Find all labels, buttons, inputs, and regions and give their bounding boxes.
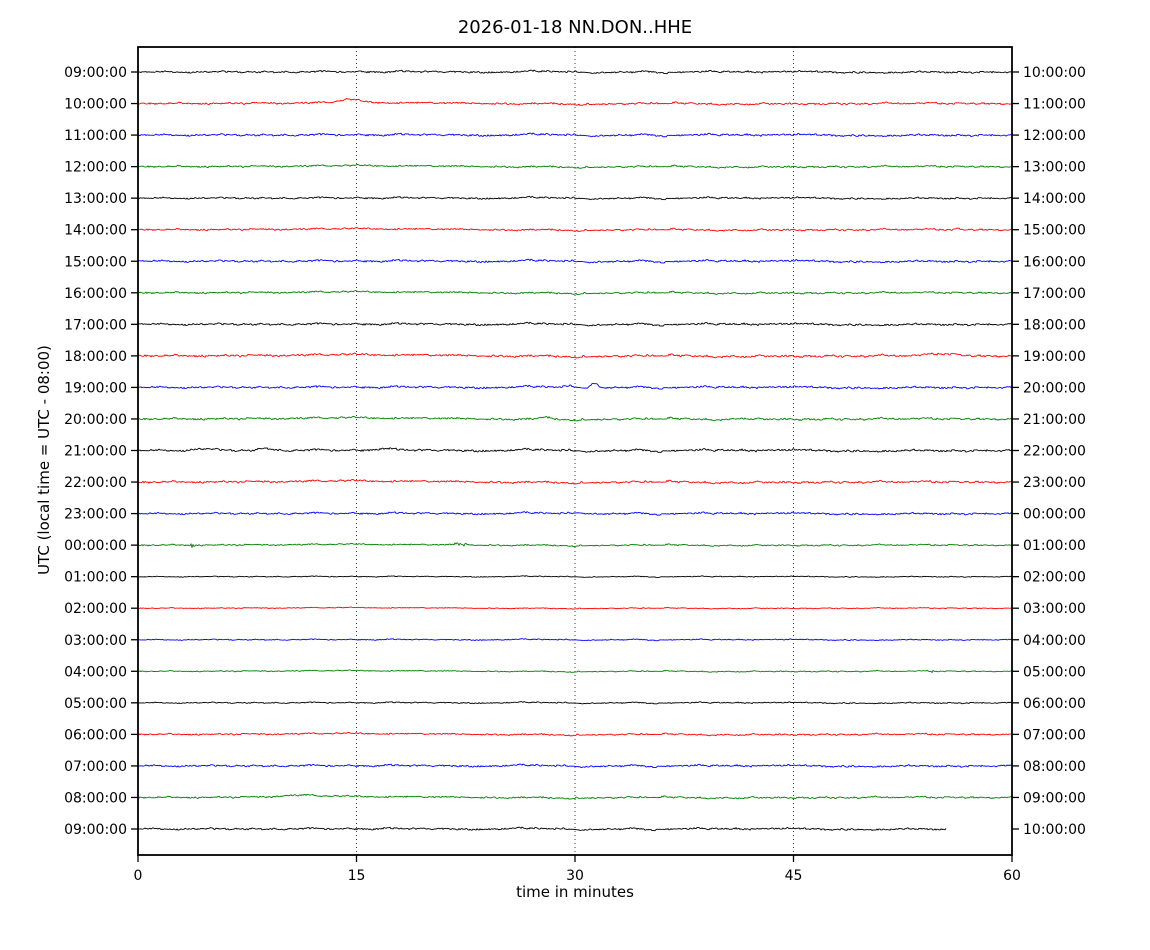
y-tick-label-right: 01:00:00 [1023,538,1086,554]
y-tick-label-right: 02:00:00 [1023,570,1086,586]
x-tick-label: 60 [1003,868,1021,884]
trace-row-10:00:00 [137,98,1013,106]
x-axis-label: time in minutes [516,883,634,901]
trace-row-17:00:00 [137,321,1013,327]
trace-row-07:00:00 [137,763,1013,768]
y-tick-label-right: 18:00:00 [1023,317,1086,333]
trace-row-18:00:00 [137,352,1013,359]
trace-row-22:00:00 [137,479,1013,485]
y-tick-label-right: 03:00:00 [1023,601,1086,617]
trace-row-01:00:00 [137,575,1013,578]
y-tick-label-left: 12:00:00 [64,160,127,176]
trace-row-04:00:00 [137,669,1013,674]
y-tick-label-right: 12:00:00 [1023,128,1086,144]
y-tick-label-left: 09:00:00 [64,822,127,838]
plot-frame [137,46,1013,856]
trace-row-03:00:00 [137,638,1013,642]
x-tick-label: 45 [785,868,803,884]
y-tick-label-left: 10:00:00 [64,97,127,113]
chart-title: 2026-01-18 NN.DON..HHE [457,17,693,38]
y-tick-label-left: 18:00:00 [64,349,127,365]
y-tick-label-right: 19:00:00 [1023,349,1086,365]
y-tick-label-left: 13:00:00 [64,191,127,207]
x-tick-label: 0 [134,868,143,884]
y-tick-label-right: 09:00:00 [1023,790,1086,806]
trace-row-13:00:00 [137,195,1013,201]
trace-row-11:00:00 [137,132,1013,138]
y-tick-label-left: 15:00:00 [64,254,127,270]
y-tick-label-right: 21:00:00 [1023,412,1086,428]
y-tick-label-left: 02:00:00 [64,601,127,617]
trace-row-23:00:00 [137,511,1013,516]
y-tick-label-left: 21:00:00 [64,444,127,460]
y-tick-label-left: 08:00:00 [64,790,127,806]
trace-row-20:00:00 [137,415,1013,422]
trace-row-12:00:00 [137,163,1013,169]
trace-row-09:00:00 [137,826,947,832]
y-tick-label-right: 17:00:00 [1023,286,1086,302]
y-tick-label-right: 04:00:00 [1023,633,1086,649]
y-tick-label-right: 06:00:00 [1023,696,1086,712]
y-tick-label-left: 20:00:00 [64,412,127,428]
y-tick-label-left: 09:00:00 [64,65,127,81]
y-tick-label-left: 14:00:00 [64,223,127,239]
x-tick-label: 30 [566,868,584,884]
y-tick-label-left: 16:00:00 [64,286,127,302]
y-tick-label-right: 10:00:00 [1023,822,1086,838]
trace-row-14:00:00 [137,227,1013,232]
trace-row-09:00:00 [137,69,1013,75]
y-tick-label-right: 00:00:00 [1023,507,1086,523]
y-tick-label-right: 07:00:00 [1023,727,1086,743]
y-tick-label-right: 10:00:00 [1023,65,1086,81]
y-tick-label-left: 11:00:00 [64,128,127,144]
trace-row-02:00:00 [137,606,1013,610]
y-tick-label-left: 01:00:00 [64,570,127,586]
y-tick-label-right: 23:00:00 [1023,475,1086,491]
y-tick-label-right: 15:00:00 [1023,223,1086,239]
y-tick-label-right: 16:00:00 [1023,254,1086,270]
y-tick-label-left: 17:00:00 [64,317,127,333]
y-tick-label-left: 06:00:00 [64,727,127,743]
trace-row-21:00:00 [137,447,1013,453]
y-tick-label-right: 13:00:00 [1023,160,1086,176]
trace-row-16:00:00 [137,290,1013,295]
trace-row-05:00:00 [137,701,1013,705]
trace-row-06:00:00 [137,731,1013,737]
x-tick-label: 15 [348,868,366,884]
y-tick-label-right: 05:00:00 [1023,664,1086,680]
y-tick-label-right: 11:00:00 [1023,97,1086,113]
y-tick-label-right: 08:00:00 [1023,759,1086,775]
trace-row-19:00:00 [137,382,1013,390]
y-tick-label-left: 00:00:00 [64,538,127,554]
trace-row-08:00:00 [137,793,1013,800]
y-tick-label-left: 07:00:00 [64,759,127,775]
y-tick-label-left: 23:00:00 [64,507,127,523]
y-tick-label-right: 20:00:00 [1023,380,1086,396]
y-tick-label-left: 22:00:00 [64,475,127,491]
y-tick-label-left: 04:00:00 [64,664,127,680]
trace-row-00:00:00 [137,542,1013,548]
y-tick-label-left: 05:00:00 [64,696,127,712]
y-tick-label-left: 19:00:00 [64,380,127,396]
y-tick-label-left: 03:00:00 [64,633,127,649]
trace-row-15:00:00 [137,258,1013,264]
y-tick-label-right: 14:00:00 [1023,191,1086,207]
y-tick-label-right: 22:00:00 [1023,444,1086,460]
